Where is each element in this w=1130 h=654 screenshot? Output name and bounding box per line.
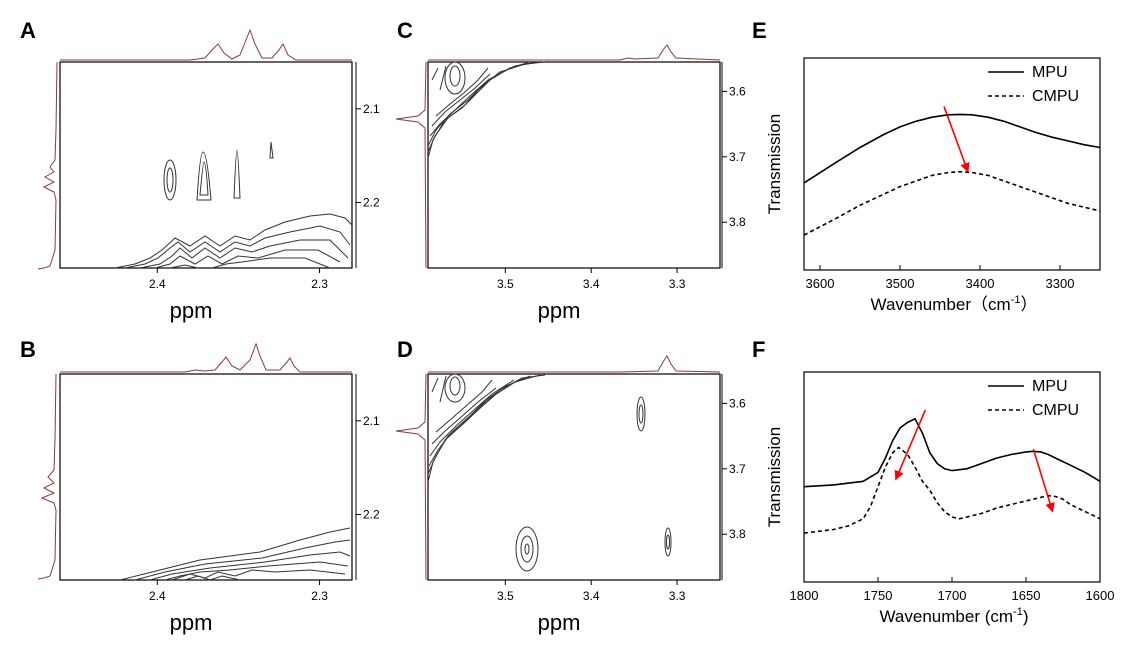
panel-a-nmr: 2.4 2.3 2.1 2.2 ppm	[37, 28, 380, 323]
panel-label-b: B	[20, 337, 36, 362]
panel-e-ir: 3600 3500 3400 3300 Wavenumber（cm-1） Transmis…	[765, 57, 1101, 314]
panel-d-top-projection	[428, 355, 721, 373]
x-tick-label: 3.4	[583, 277, 600, 291]
x-axis-label-end: ）	[1020, 295, 1037, 314]
panel-a-top-projection	[60, 28, 352, 61]
x-tick-label: 3400	[966, 276, 995, 291]
x-tick-label: 3300	[1046, 276, 1075, 291]
panel-e-plot: 3600 3500 3400 3300 Wavenumber（cm-1） Transmis…	[765, 64, 1101, 314]
panel-b-nmr: 2.4 2.3 2.1 2.2 ppm	[37, 342, 380, 635]
y-tick-label: 2.1	[363, 102, 380, 116]
panel-d-nmr: 3.5 3.4 3.3 3.6 3.7 3.8 ppm	[395, 355, 746, 635]
x-axis-label-main: Wavenumber（cm	[871, 295, 1011, 314]
y-tick-label: 2.2	[363, 507, 380, 521]
panel-c-ticks: 3.5 3.4 3.3 3.6 3.7 3.8 ppm	[497, 84, 746, 323]
x-axis-label-sup: -1	[1013, 606, 1023, 618]
panel-b-ticks: 2.4 2.3 2.1 2.2 ppm	[149, 414, 380, 635]
x-tick-label: 3.5	[497, 277, 514, 291]
panel-b-contours	[119, 527, 351, 581]
x-tick-label: 3500	[886, 276, 915, 291]
x-tick-label: 1800	[790, 588, 819, 603]
x-tick-label: 1700	[938, 588, 967, 603]
red-arrow	[894, 409, 927, 481]
x-axis-label: ppm	[170, 298, 213, 323]
panel-d-ticks: 3.5 3.4 3.3 3.6 3.7 3.8 ppm	[497, 396, 746, 635]
panel-c-side-projection	[395, 61, 427, 269]
x-axis-label: Wavenumber（cm-1）	[871, 294, 1038, 314]
x-tick-label: 3.4	[583, 589, 600, 603]
x-tick-label: 1650	[1012, 588, 1041, 603]
series-line-cmpu	[803, 446, 1101, 534]
panel-label-f: F	[752, 337, 765, 362]
y-tick-label: 2.2	[363, 195, 380, 209]
y-tick-label: 3.7	[729, 462, 746, 476]
panel-label-c: C	[397, 18, 413, 43]
legend-label-cmpu: CMPU	[1032, 402, 1079, 419]
x-tick-label: 2.3	[311, 589, 328, 603]
panel-b-frame	[59, 373, 353, 581]
y-axis-label: Transmission	[765, 114, 784, 214]
x-tick-label: 3600	[806, 276, 835, 291]
series-line-mpu	[803, 417, 1101, 488]
x-tick-label: 1750	[864, 588, 893, 603]
panel-e-frame	[803, 57, 1101, 271]
panel-c-top-projection	[428, 44, 721, 61]
panel-d-side-projection	[395, 373, 427, 581]
x-axis-label-end: )	[1023, 607, 1029, 626]
panel-a-contours	[114, 141, 353, 269]
panel-f-ir: 1800 1750 1700 1650 1600 Wavenumber (cm-1) Tra…	[765, 371, 1114, 626]
panel-d-frame	[427, 373, 721, 581]
y-tick-label: 3.6	[729, 396, 746, 410]
x-axis-label-sup: -1	[1011, 294, 1021, 306]
x-axis-label: ppm	[538, 610, 581, 635]
x-tick-label: 1600	[1086, 588, 1115, 603]
panel-label-e: E	[752, 18, 767, 43]
series-line-mpu	[803, 113, 1101, 184]
panel-a-ticks: 2.4 2.3 2.1 2.2 ppm	[149, 102, 380, 323]
panel-d-contours	[427, 373, 672, 572]
panel-c-contours	[427, 61, 546, 159]
panel-c-nmr: 3.5 3.4 3.3 3.6 3.7 3.8 ppm	[395, 44, 746, 323]
y-tick-label: 3.7	[729, 150, 746, 164]
series-line-cmpu	[803, 170, 1101, 236]
x-axis-label: Wavenumber (cm-1)	[880, 606, 1029, 626]
y-tick-label: 3.8	[729, 215, 746, 229]
legend-label-mpu: MPU	[1032, 64, 1068, 81]
legend-label-cmpu: CMPU	[1032, 88, 1079, 105]
red-arrow	[1032, 448, 1055, 513]
x-tick-label: 3.3	[669, 277, 686, 291]
panel-c-frame	[427, 61, 721, 269]
y-axis-label: Transmission	[765, 427, 784, 527]
x-tick-label: 2.4	[149, 277, 166, 291]
panel-f-plot: 1800 1750 1700 1650 1600 Wavenumber (cm-1) Tra…	[765, 378, 1114, 626]
x-axis-label: ppm	[170, 610, 213, 635]
legend-label-mpu: MPU	[1032, 378, 1068, 395]
panel-label-a: A	[20, 18, 36, 43]
x-tick-label: 2.4	[149, 589, 166, 603]
x-axis-label: ppm	[538, 298, 581, 323]
panel-b-side-projection	[37, 373, 57, 580]
red-arrow	[943, 106, 970, 173]
x-tick-label: 3.3	[669, 589, 686, 603]
panel-a-side-projection	[37, 61, 58, 270]
y-tick-label: 2.1	[363, 414, 380, 428]
panel-a-frame	[59, 61, 353, 269]
panel-b-top-projection	[60, 342, 352, 373]
y-tick-label: 3.6	[729, 84, 746, 98]
x-tick-label: 3.5	[497, 589, 514, 603]
x-axis-label-main: Wavenumber (cm	[880, 607, 1014, 626]
y-tick-label: 3.8	[729, 527, 746, 541]
x-tick-label: 2.3	[311, 277, 328, 291]
panel-label-d: D	[397, 337, 413, 362]
